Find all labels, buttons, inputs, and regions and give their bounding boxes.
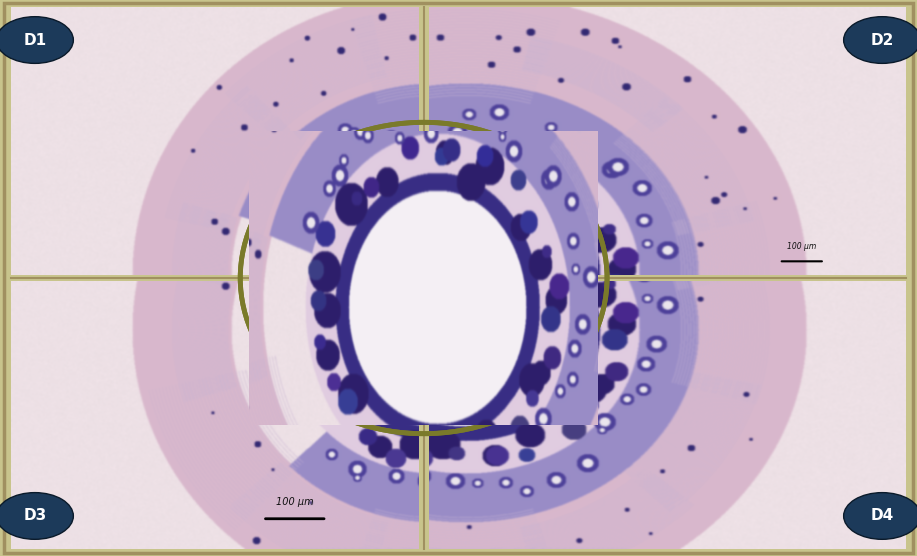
Text: D4: D4 bbox=[870, 509, 894, 523]
Circle shape bbox=[844, 17, 917, 63]
Text: 100 μm: 100 μm bbox=[276, 497, 314, 507]
Circle shape bbox=[0, 493, 73, 539]
Text: D0: D0 bbox=[412, 150, 436, 164]
Circle shape bbox=[0, 17, 73, 63]
Text: D2: D2 bbox=[870, 33, 894, 47]
Circle shape bbox=[844, 493, 917, 539]
Text: 100 μm: 100 μm bbox=[787, 242, 816, 251]
Text: D1: D1 bbox=[23, 33, 47, 47]
Text: D3: D3 bbox=[23, 509, 47, 523]
Circle shape bbox=[385, 133, 462, 180]
